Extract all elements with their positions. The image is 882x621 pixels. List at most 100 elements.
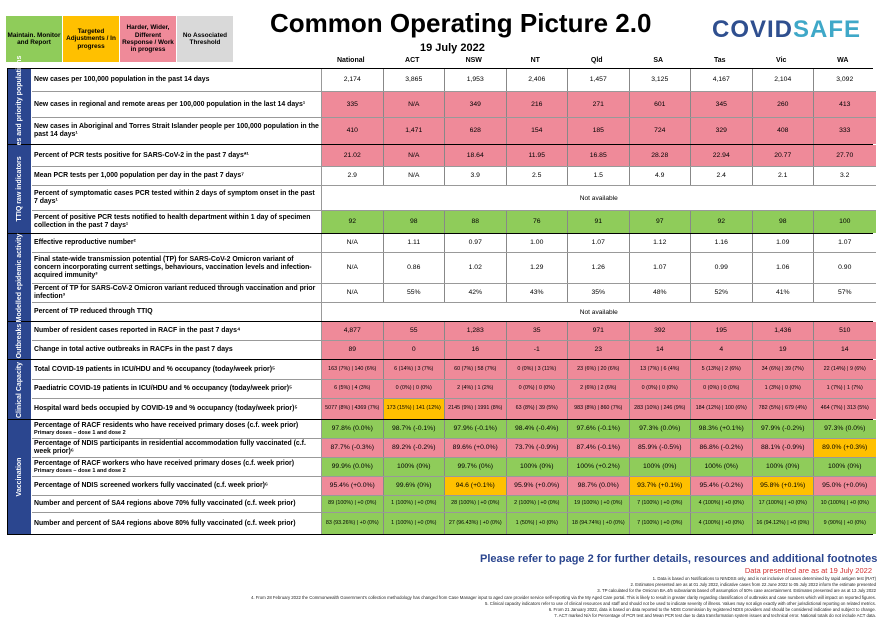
data-cell: 2.4 xyxy=(691,167,753,185)
data-cell: 0 (0%) | 0 (0%) xyxy=(629,380,691,398)
data-cell: 52% xyxy=(691,284,753,302)
data-cell: 1 (100%) | +0 (0%) xyxy=(383,496,445,512)
row-label-text: Percent of TP reduced through TTIQ xyxy=(34,308,153,316)
column-header: SA xyxy=(653,57,664,64)
indicator-row: Hospital ward beds occupied by COVID-19 … xyxy=(32,399,876,419)
data-cell: 0 xyxy=(383,341,445,359)
data-cell: 35 xyxy=(506,322,568,340)
data-cell: 4.9 xyxy=(629,167,691,185)
indicator-row: Number of resident cases reported in RAC… xyxy=(32,322,876,341)
logo-part-covid: COVID xyxy=(712,16,794,43)
data-cell: 87.4% (-0.1%) xyxy=(568,439,630,457)
data-cell: 1 (100%) | +0 (0%) xyxy=(383,513,445,534)
data-cell: 11.95 xyxy=(506,145,568,166)
data-cell: 88 xyxy=(445,211,507,233)
indicator-row: Percentage of RACF residents who have re… xyxy=(32,420,876,439)
data-cell: 335 xyxy=(322,92,384,117)
data-cell: 333 xyxy=(814,118,876,144)
data-cell: 92 xyxy=(322,211,384,233)
data-cell: 410 xyxy=(322,118,384,144)
data-cell: 28.28 xyxy=(629,145,691,166)
indicator-row: New cases in Aboriginal and Torres Strai… xyxy=(32,118,876,144)
data-cell: 1,283 xyxy=(445,322,507,340)
row-label: Percent of TP for SARS-CoV-2 Omicron var… xyxy=(32,284,322,302)
data-cell: 14 xyxy=(629,341,691,359)
page-title: Common Operating Picture 2.0 xyxy=(270,8,652,38)
data-cell: 99.9% (0.0%) xyxy=(322,458,384,476)
data-cell: 55% xyxy=(383,284,445,302)
data-cell: 23 (6%) | 20 (6%) xyxy=(568,360,630,379)
legend-item: No Associated Threshold xyxy=(177,16,233,62)
data-cell: 163 (7%) | 140 (6%) xyxy=(322,360,384,379)
data-cell: 21.02 xyxy=(322,145,384,166)
data-cell: 93.7% (+0.1%) xyxy=(629,477,691,495)
row-label: New cases in regional and remote areas p… xyxy=(32,92,322,117)
data-cell: 4 (100%) | +0 (0%) xyxy=(691,513,753,534)
group-label: Clinical Capacity xyxy=(8,360,32,419)
data-cell: 216 xyxy=(506,92,568,117)
indicator-row: Paediatric COVID-19 patients in ICU/HDU … xyxy=(32,380,876,399)
footnotes: 1. Data is based on Notifications to NIN… xyxy=(40,576,876,620)
indicator-row: Change in total active outbreaks in RACF… xyxy=(32,341,876,359)
row-label-text: Percentage of RACF workers who have rece… xyxy=(34,459,295,467)
row-label-text: Hospital ward beds occupied by COVID-19 … xyxy=(34,405,298,413)
data-cell: 329 xyxy=(691,118,753,144)
data-cell: 1.00 xyxy=(506,234,568,252)
data-cell: 1.07 xyxy=(568,234,630,252)
data-cell: 95.4% (-0.2%) xyxy=(691,477,753,495)
indicator-row: Percentage of RACF workers who have rece… xyxy=(32,458,876,477)
data-cell: 7 (100%) | +0 (0%) xyxy=(629,496,691,512)
data-cell: 95.0% (+0.0%) xyxy=(814,477,876,495)
row-label: Percent of PCR tests positive for SARS-C… xyxy=(32,145,322,166)
data-cell: 100% (0%) xyxy=(752,458,814,476)
data-cell: 16 xyxy=(445,341,507,359)
data-cell: 2145 (9%) | 1991 (8%) xyxy=(445,399,507,419)
data-cell: 0 (0%) | 0 (0%) xyxy=(691,380,753,398)
data-cell: 95.8% (+0.1%) xyxy=(752,477,814,495)
data-cell: 97.9% (-0.2%) xyxy=(752,420,814,438)
data-cell: 510 xyxy=(814,322,876,340)
row-label: Percentage of NDIS participants in resid… xyxy=(32,439,322,457)
column-header: WA xyxy=(837,57,849,64)
data-cell: 57% xyxy=(814,284,876,302)
data-cell: 16 (94.12%) | +0 (0%) xyxy=(752,513,814,534)
data-cell: 17 (100%) | +0 (0%) xyxy=(752,496,814,512)
group-rows: Percentage of RACF residents who have re… xyxy=(32,420,876,534)
row-label: Percentage of RACF residents who have re… xyxy=(32,420,322,438)
indicator-row: Percent of positive PCR tests notified t… xyxy=(32,211,876,233)
data-cell: N/A xyxy=(383,92,445,117)
row-label: Percent of TP reduced through TTIQ xyxy=(32,303,322,321)
row-label: Percent of positive PCR tests notified t… xyxy=(32,211,322,233)
data-cell: 464 (7%) | 313 (5%) xyxy=(814,399,876,419)
data-cell: 6 (5%) | 4 (3%) xyxy=(322,380,384,398)
data-cell: 95.4% (+0.0%) xyxy=(322,477,384,495)
data-cell: 55 xyxy=(383,322,445,340)
indicator-table: Cases and priority populations New cases … xyxy=(7,55,876,535)
data-cell: 1.12 xyxy=(629,234,691,252)
row-label: Mean PCR tests per 1,000 population per … xyxy=(32,167,322,185)
data-cell: 43% xyxy=(506,284,568,302)
data-cell: 60 (7%) | 58 (7%) xyxy=(445,360,507,379)
data-cell: 22 (14%) | 9 (6%) xyxy=(814,360,876,379)
data-cell: 100% (0%) xyxy=(629,458,691,476)
data-cell: 1.26 xyxy=(568,253,630,283)
data-cell: 0.86 xyxy=(383,253,445,283)
data-cell: 98 xyxy=(383,211,445,233)
footnote: 2. Estimates presented are as at 01 July… xyxy=(630,582,876,588)
data-cell: 2,406 xyxy=(506,69,568,91)
row-label: Percentage of RACF workers who have rece… xyxy=(32,458,322,476)
data-cell: 4,877 xyxy=(322,322,384,340)
data-cell: 76 xyxy=(506,211,568,233)
group-label: Cases and priority populations xyxy=(8,55,32,158)
data-cell: 22.94 xyxy=(691,145,753,166)
data-cell: 3,125 xyxy=(629,69,691,91)
row-label-text: New cases per 100,000 population in the … xyxy=(34,76,210,84)
data-cell: 3.9 xyxy=(445,167,507,185)
data-cell: 97 xyxy=(629,211,691,233)
data-cell: 34 (6%) | 39 (7%) xyxy=(752,360,814,379)
indicator-row: New cases per 100,000 population in the … xyxy=(32,69,876,92)
indicator-group: Clinical Capacity Total COVID-19 patients… xyxy=(8,360,876,420)
data-cell: N/A xyxy=(322,234,384,252)
row-label: New cases in Aboriginal and Torres Strai… xyxy=(32,118,322,144)
indicator-row: Percent of PCR tests positive for SARS-C… xyxy=(32,145,876,167)
